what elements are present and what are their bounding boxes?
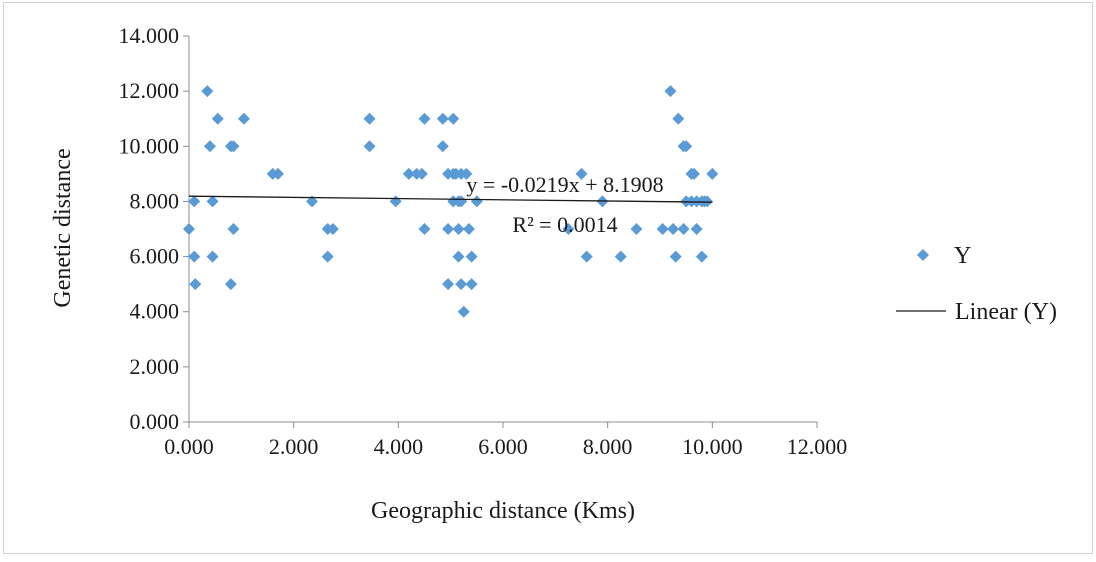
- scatter-point: [188, 250, 201, 263]
- x-tick-label: 8.000: [583, 434, 633, 459]
- scatter-point: [436, 112, 449, 125]
- scatter-point: [706, 167, 719, 180]
- scatter-point: [203, 140, 216, 153]
- scatter-point: [457, 305, 470, 318]
- plot-area: 0.000 2.000 4.000 6.000 8.000 10.000 12.000 14.…: [119, 23, 848, 459]
- scatter-point: [452, 223, 465, 235]
- y-tick-label: 10.000: [119, 133, 180, 158]
- scatter-point: [465, 278, 478, 291]
- scatter-point: [436, 140, 449, 153]
- x-tick-label: 0.000: [164, 434, 214, 459]
- scatter-point: [680, 140, 693, 153]
- y-tick-label: 14.000: [119, 23, 180, 48]
- scatter-point: [227, 223, 240, 235]
- scatter-point: [562, 223, 575, 235]
- scatter-point: [206, 250, 219, 263]
- scatter-point: [415, 167, 428, 180]
- trendline-equation: y = -0.0219x + 8.1908: [466, 172, 663, 197]
- scatter-point: [672, 112, 685, 125]
- y-tick-label: 8.000: [130, 188, 180, 213]
- x-tick-label: 10.000: [682, 434, 743, 459]
- y-tick-label: 12.000: [119, 78, 180, 103]
- scatter-point: [455, 195, 468, 208]
- scatter-point: [206, 195, 219, 208]
- y-tick-label: 4.000: [130, 299, 180, 324]
- scatter-point: [201, 85, 214, 98]
- scatter-point: [211, 112, 224, 125]
- legend-label-y: Y: [954, 243, 971, 269]
- scatter-point: [701, 195, 714, 208]
- scatter-point: [363, 140, 376, 153]
- chart-border: [3, 2, 1093, 554]
- scatter-point: [227, 140, 240, 153]
- scatter-point: [442, 223, 455, 235]
- legend: Y Linear (Y): [896, 243, 1057, 325]
- scatter-point: [188, 195, 201, 208]
- scatter-point: [224, 278, 237, 291]
- trendline-r-squared: R² = 0.0014: [512, 212, 617, 237]
- scatter-point: [389, 195, 402, 208]
- scatter-point: [695, 250, 708, 263]
- scatter-point: [688, 167, 701, 180]
- scatter-point: [667, 223, 680, 235]
- scatter-point: [442, 278, 455, 291]
- scatter-point: [580, 250, 593, 263]
- scatter-point: [183, 223, 195, 235]
- scatter-point: [271, 167, 284, 180]
- x-axis-title: Geographic distance (Kms): [371, 498, 635, 524]
- legend-diamond-marker: [917, 249, 929, 261]
- x-tick-label: 2.000: [269, 434, 319, 459]
- scatter-point: [418, 223, 431, 235]
- y-tick-label: 0.000: [130, 409, 180, 434]
- x-tick-label: 4.000: [374, 434, 424, 459]
- scatter-point: [677, 223, 690, 235]
- scatter-point: [460, 167, 473, 180]
- scatter-point: [363, 112, 376, 125]
- x-tick-label: 6.000: [478, 434, 528, 459]
- y-axis-title: Genetic distance: [50, 148, 76, 307]
- y-tick-label: 2.000: [130, 354, 180, 379]
- scatter-point: [462, 223, 475, 235]
- scatter-point: [189, 278, 202, 291]
- scatter-point: [656, 223, 669, 235]
- trendline: [188, 195, 713, 203]
- scatter-point: [305, 195, 318, 208]
- scatter-point: [690, 223, 703, 235]
- x-tick-label: 12.000: [787, 434, 848, 459]
- scatter-point: [614, 250, 627, 263]
- scatter-point: [237, 112, 250, 125]
- scatter-point: [664, 85, 677, 98]
- scatter-point: [447, 112, 460, 125]
- scatter-point: [575, 167, 588, 180]
- scatter-point: [326, 223, 339, 235]
- scatter-point: [669, 250, 682, 263]
- scatter-point: [465, 250, 478, 263]
- scatter-point: [402, 167, 415, 180]
- scatter-point: [455, 278, 468, 291]
- legend-label-linear: Linear (Y): [955, 299, 1057, 325]
- y-tick-label: 6.000: [130, 244, 180, 269]
- scatter-point: [470, 195, 483, 208]
- scatter-point: [321, 250, 334, 263]
- scatter-point: [418, 112, 431, 125]
- scatter-point: [630, 223, 643, 235]
- scatter-point: [452, 250, 465, 263]
